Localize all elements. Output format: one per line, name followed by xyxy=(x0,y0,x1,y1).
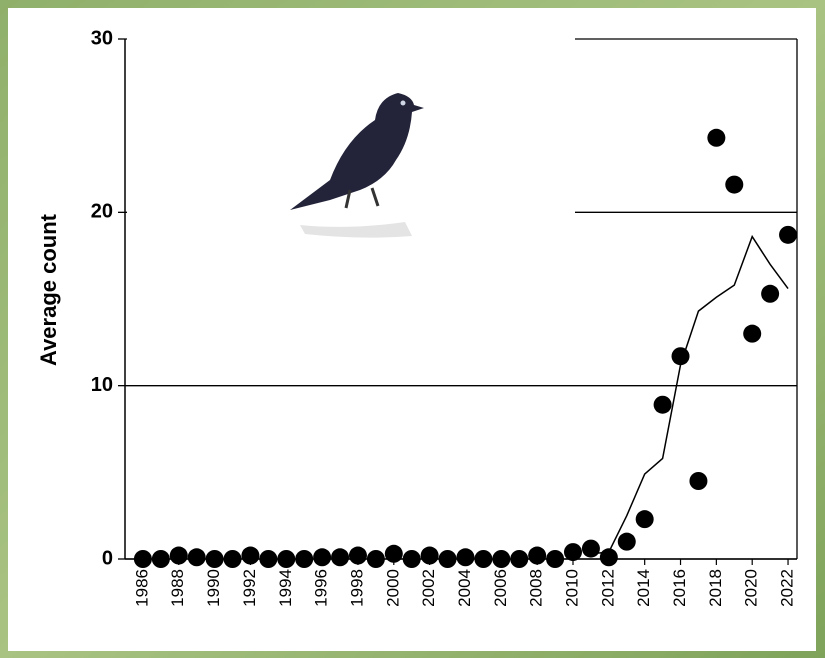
x-tick-label: 2008 xyxy=(527,569,546,607)
x-tick-label: 2014 xyxy=(634,569,653,607)
x-tick-label: 2022 xyxy=(778,569,797,607)
point xyxy=(295,550,314,568)
point xyxy=(725,175,744,194)
x-tick-label: 1988 xyxy=(168,569,187,607)
bird-body xyxy=(290,93,424,210)
point xyxy=(348,546,367,565)
x-tick-label: 2004 xyxy=(455,569,474,607)
trend-line xyxy=(590,234,789,555)
point xyxy=(456,548,475,567)
point xyxy=(779,225,798,244)
point xyxy=(241,546,260,565)
x-tick-label: 1990 xyxy=(204,569,223,607)
x-tick-label: 2000 xyxy=(383,569,402,607)
x-tick-label: 1996 xyxy=(312,569,331,607)
x-tick-label: 2016 xyxy=(670,569,689,607)
image-box xyxy=(127,30,575,245)
point xyxy=(205,550,224,568)
bird-illustration xyxy=(127,30,575,245)
x-tick-label: 2002 xyxy=(419,569,438,607)
point xyxy=(420,546,439,565)
x-tick-label: 1992 xyxy=(240,569,259,607)
x-tick-label: 2006 xyxy=(491,569,510,607)
point xyxy=(187,548,206,567)
y-tick-label: 20 xyxy=(91,201,113,223)
point xyxy=(653,395,672,414)
point xyxy=(438,550,457,568)
point xyxy=(564,543,582,562)
point xyxy=(313,548,332,567)
point xyxy=(761,284,780,303)
point xyxy=(277,550,296,568)
y-tick-label: 10 xyxy=(91,374,113,396)
point xyxy=(546,550,565,568)
x-tick-label: 1994 xyxy=(276,569,295,607)
point xyxy=(223,550,242,568)
marks: 0 10 20 30 1986 1988 1990 1992 1994 1996 1998 2000 2… xyxy=(91,27,798,607)
x-tick-label: 2018 xyxy=(706,569,725,607)
point xyxy=(169,546,188,565)
point xyxy=(384,544,403,563)
point xyxy=(151,550,170,568)
point xyxy=(743,324,762,343)
point xyxy=(707,128,726,147)
x-tick-label: 2012 xyxy=(598,569,617,607)
point xyxy=(402,550,421,568)
y-tick-label: 0 xyxy=(102,547,113,569)
point xyxy=(259,550,278,568)
x-tick-label: 1986 xyxy=(132,569,151,607)
point xyxy=(133,550,152,568)
y-axis-label: Average count xyxy=(36,213,61,366)
point xyxy=(635,510,654,529)
point xyxy=(581,539,600,558)
x-tick-label: 2010 xyxy=(562,569,581,607)
point xyxy=(474,550,493,568)
bird-eye xyxy=(400,100,406,106)
point xyxy=(331,548,350,567)
point xyxy=(617,532,636,551)
point xyxy=(528,546,547,565)
bird-legs xyxy=(344,187,380,209)
rock xyxy=(300,222,412,238)
point xyxy=(492,550,511,568)
point xyxy=(689,472,708,490)
point xyxy=(366,550,385,568)
x-tick-label: 1998 xyxy=(347,569,366,607)
x-tick-label: 2020 xyxy=(742,569,761,607)
y-tick-label: 30 xyxy=(91,27,113,49)
point xyxy=(510,550,529,568)
